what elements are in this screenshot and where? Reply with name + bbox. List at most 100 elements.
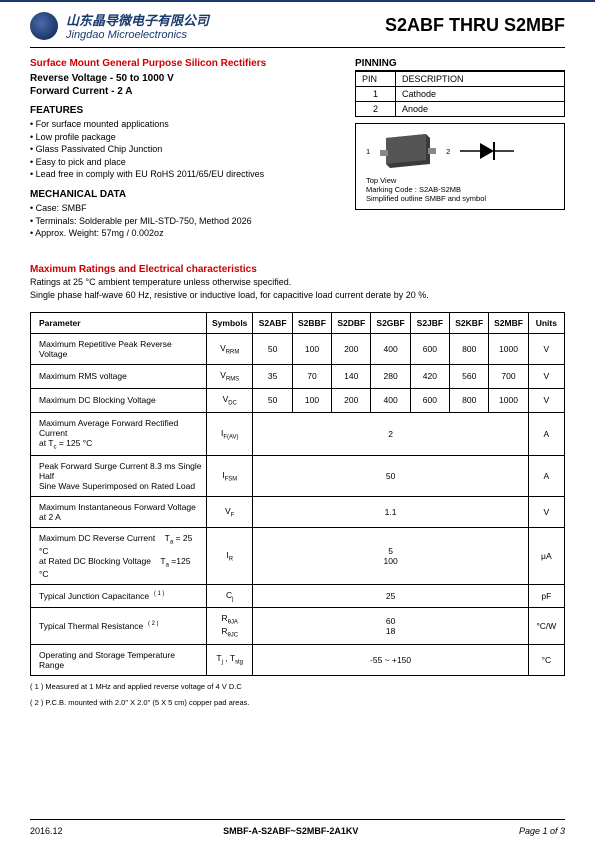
value-cell: 600 [410, 388, 449, 412]
value-cell: 100 [292, 388, 331, 412]
value-cell: 600 [410, 334, 449, 365]
param-cell: Maximum DC Reverse Current Ta = 25 °Cat … [31, 528, 207, 584]
forward-current-spec: Forward Current - 2 A [30, 86, 335, 97]
table-row: Maximum RMS voltageVRMS35701402804205607… [31, 365, 565, 389]
footer-page: Page 1 of 3 [519, 826, 565, 836]
pin-header-desc: DESCRIPTION [396, 72, 565, 87]
mechanical-list: • Case: SMBF• Terminals: Solderable per … [30, 202, 335, 240]
features-heading: FEATURES [30, 105, 335, 116]
table-row: 2 Anode [356, 102, 565, 117]
symbol-cell: VDC [206, 388, 253, 412]
ratings-header: S2KBF [450, 313, 489, 334]
feature-item: • For surface mounted applications [30, 118, 335, 131]
feature-item: • Easy to pick and place [30, 156, 335, 169]
topview-label: Top View [366, 176, 554, 185]
value-cell: 800 [450, 388, 489, 412]
left-column: Surface Mount General Purpose Silicon Re… [30, 58, 335, 240]
mechanical-item: • Case: SMBF [30, 202, 335, 215]
package-diagram-box: 1 2 Top View Mark [355, 123, 565, 210]
table-row: Typical Thermal Resistance ( 2 )RθJARθJC… [31, 608, 565, 644]
pin-num: 2 [356, 102, 396, 117]
symbol-cell: IF(AV) [206, 412, 253, 456]
unit-cell: V [528, 388, 564, 412]
unit-cell: °C/W [528, 608, 564, 644]
pin2-label: 2 [446, 147, 450, 156]
footnote-1: ( 1 ) Measured at 1 MHz and applied reve… [30, 682, 565, 693]
ratings-header: S2DBF [332, 313, 371, 334]
table-row: Maximum DC Blocking VoltageVDC5010020040… [31, 388, 565, 412]
pin-num: 1 [356, 87, 396, 102]
value-cell: 1.1 [253, 497, 528, 528]
value-cell: 2 [253, 412, 528, 456]
ratings-table: ParameterSymbolsS2ABFS2BBFS2DBFS2GBFS2JB… [30, 312, 565, 676]
right-column: PINNING PIN DESCRIPTION 1 Cathode 2 Anod… [355, 58, 565, 240]
company-name-cn: 山东晶导微电子有限公司 [66, 10, 209, 29]
unit-cell: μA [528, 528, 564, 584]
outline-label: Simplified outline SMBF and symbol [366, 194, 554, 203]
unit-cell: A [528, 456, 564, 497]
feature-item: • Lead free in comply with EU RoHS 2011/… [30, 168, 335, 181]
pinning-table: PIN DESCRIPTION 1 Cathode 2 Anode [355, 71, 565, 117]
param-cell: Maximum Repetitive Peak Reverse Voltage [31, 334, 207, 365]
ratings-header: Symbols [206, 313, 253, 334]
footer-date: 2016.12 [30, 826, 63, 836]
unit-cell: °C [528, 644, 564, 675]
value-cell: 800 [450, 334, 489, 365]
symbol-cell: IFSM [206, 456, 253, 497]
param-cell: Typical Junction Capacitance ( 1 ) [31, 584, 207, 608]
symbol-cell: IR [206, 528, 253, 584]
param-cell: Maximum RMS voltage [31, 365, 207, 389]
footer-partcode: SMBF-A-S2ABF~S2MBF-2A1KV [223, 826, 358, 836]
value-cell: 700 [489, 365, 528, 389]
value-cell: 25 [253, 584, 528, 608]
table-row: Maximum Repetitive Peak Reverse VoltageV… [31, 334, 565, 365]
value-cell: -55 ~ +150 [253, 644, 528, 675]
table-row: Maximum Average Forward Rectified Curren… [31, 412, 565, 456]
footer: 2016.12 SMBF-A-S2ABF~S2MBF-2A1KV Page 1 … [30, 826, 565, 836]
part-number-title: S2ABF THRU S2MBF [385, 15, 565, 36]
value-cell: 1000 [489, 334, 528, 365]
value-cell: 200 [332, 334, 371, 365]
pin-desc: Anode [396, 102, 565, 117]
footnote-2: ( 2 ) P.C.B. mounted with 2.0" X 2.0" (5… [30, 698, 565, 709]
param-cell: Maximum DC Blocking Voltage [31, 388, 207, 412]
value-cell: 280 [371, 365, 410, 389]
pin-header-pin: PIN [356, 72, 396, 87]
value-cell: 6018 [253, 608, 528, 644]
value-cell: 1000 [489, 388, 528, 412]
symbol-cell: Cj [206, 584, 253, 608]
table-row: Typical Junction Capacitance ( 1 )Cj25pF [31, 584, 565, 608]
value-cell: 140 [332, 365, 371, 389]
product-title: Surface Mount General Purpose Silicon Re… [30, 58, 335, 69]
symbol-cell: RθJARθJC [206, 608, 253, 644]
value-cell: 70 [292, 365, 331, 389]
diode-symbol-icon [458, 136, 518, 166]
features-list: • For surface mounted applications• Low … [30, 118, 335, 181]
symbol-cell: VRMS [206, 365, 253, 389]
value-cell: 420 [410, 365, 449, 389]
ratings-subtitle1: Ratings at 25 °C ambient temperature unl… [30, 277, 565, 289]
symbol-cell: VRRM [206, 334, 253, 365]
ratings-header: S2MBF [489, 313, 528, 334]
company-name: 山东晶导微电子有限公司 Jingdao Microelectronics [66, 10, 209, 41]
unit-cell: pF [528, 584, 564, 608]
mechanical-heading: MECHANICAL DATA [30, 189, 335, 200]
value-cell: 560 [450, 365, 489, 389]
value-cell: 35 [253, 365, 292, 389]
feature-item: • Glass Passivated Chip Junction [30, 143, 335, 156]
ratings-header: S2BBF [292, 313, 331, 334]
pin1-label: 1 [366, 147, 370, 156]
symbol-cell: VF [206, 497, 253, 528]
package-outline-icon [378, 132, 438, 170]
mechanical-item: • Approx. Weight: 57mg / 0.002oz [30, 227, 335, 240]
ratings-header: S2ABF [253, 313, 292, 334]
company-logo-icon [30, 12, 58, 40]
company-name-en: Jingdao Microelectronics [66, 29, 209, 41]
unit-cell: V [528, 334, 564, 365]
value-cell: 400 [371, 388, 410, 412]
table-row: Operating and Storage Temperature RangeT… [31, 644, 565, 675]
value-cell: 200 [332, 388, 371, 412]
ratings-header: S2JBF [410, 313, 449, 334]
param-cell: Maximum Average Forward Rectified Curren… [31, 412, 207, 456]
feature-item: • Low profile package [30, 131, 335, 144]
